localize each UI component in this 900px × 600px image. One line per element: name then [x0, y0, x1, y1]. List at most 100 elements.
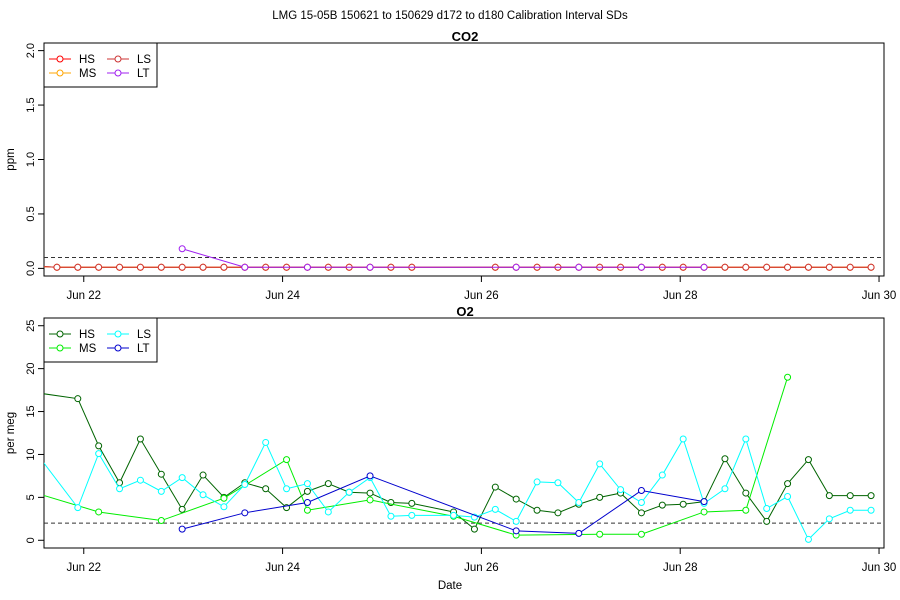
o2-point-ms	[283, 456, 291, 464]
co2-point-ls	[721, 263, 729, 271]
o2-point-ls	[575, 499, 583, 507]
co2-legend-label: MS	[79, 68, 97, 80]
o2-point-hs	[763, 517, 771, 525]
o2-point-lt	[637, 487, 645, 494]
o2-point-ls	[95, 450, 103, 458]
co2-point-lt	[178, 245, 186, 253]
co2-point-ls	[74, 263, 82, 271]
o2-point-ls	[262, 438, 270, 446]
o2-series-ls	[44, 435, 875, 543]
o2-panel: O2 per meg 0 5 10 15 20 25 Jun 22 Jun 24 Jun 26…	[5, 304, 896, 574]
o2-y-tick-label: 10	[25, 448, 37, 460]
co2-y-tick-label: 0.5	[25, 206, 37, 221]
co2-y-tick-label: 1.0	[25, 152, 37, 167]
o2-point-hs	[12, 318, 18, 324]
co2-legend-label: LT	[137, 68, 150, 80]
co2-point-lt	[303, 263, 311, 271]
o2-point-lt	[241, 509, 249, 517]
o2-point-ms	[596, 530, 604, 538]
o2-point-lt	[700, 498, 708, 506]
o2-point-ls	[804, 535, 812, 543]
co2-point-ls	[784, 263, 792, 271]
o2-point-hs	[262, 485, 270, 493]
o2-panel-title: O2	[456, 304, 473, 319]
o2-point-hs	[658, 501, 666, 509]
co2-point-lt	[366, 263, 374, 271]
o2-point-ms	[742, 506, 750, 514]
o2-legend-swatch-marker	[114, 330, 122, 338]
co2-point-ls	[846, 263, 854, 271]
o2-point-ls	[283, 485, 291, 493]
co2-y-axis: 0.0 0.5 1.0 1.5 2.0	[25, 43, 44, 276]
co2-legend: HS MS LS LT	[43, 42, 158, 88]
o2-point-hs	[157, 470, 165, 478]
o2-point-ms	[220, 494, 228, 502]
co2-y-tick-label: 1.5	[25, 97, 37, 112]
o2-point-ls	[679, 435, 687, 443]
o2-point-hs	[512, 495, 520, 503]
co2-legend-swatch-marker	[56, 55, 64, 63]
o2-x-tick-label: Jun 28	[663, 562, 698, 574]
o2-point-ls	[721, 485, 729, 493]
o2-point-lt	[366, 472, 374, 480]
o2-point-hs	[554, 509, 562, 517]
o2-ylabel: per meg	[5, 412, 17, 454]
o2-legend-box	[43, 317, 158, 363]
o2-point-hs	[679, 500, 687, 508]
co2-point-ls	[199, 263, 207, 271]
o2-point-ls	[491, 505, 499, 513]
o2-point-hs	[637, 509, 645, 517]
o2-point-ls	[658, 471, 666, 479]
co2-series-lt	[178, 245, 708, 271]
o2-point-ls	[157, 487, 165, 495]
o2-legend-item-lt: LT	[107, 343, 150, 355]
o2-point-ms	[366, 496, 374, 504]
co2-point-lt	[512, 263, 520, 271]
o2-point-hs	[470, 525, 478, 533]
o2-point-ls	[324, 508, 332, 516]
o2-point-ls	[345, 488, 353, 496]
o2-point-hs	[303, 487, 311, 495]
o2-legend-item-ls: LS	[107, 329, 151, 341]
co2-point-lt	[241, 263, 249, 271]
o2-y-axis: 0 5 10 15 20 25	[25, 320, 44, 543]
o2-point-hs	[366, 489, 374, 497]
o2-legend: HS MS LS LT	[43, 317, 158, 363]
o2-point-ls	[303, 480, 311, 488]
co2-y-tick-label: 0.0	[25, 261, 37, 276]
o2-point-ms	[637, 530, 645, 538]
co2-series-line-lt	[182, 248, 705, 268]
o2-point-hs	[721, 455, 729, 463]
o2-point-hs	[408, 499, 416, 507]
o2-point-ls	[74, 504, 82, 512]
co2-x-tick-label: Jun 26	[464, 290, 499, 302]
o2-point-ms	[157, 517, 165, 525]
o2-series-line-ls	[44, 437, 872, 541]
o2-point-hs	[491, 483, 499, 491]
o2-y-tick-label: 25	[25, 320, 37, 332]
o2-point-ls	[116, 485, 124, 493]
o2-point-hs	[199, 471, 207, 479]
co2-panel: CO2 ppm 0.00.51.01.52.0 Jun 22 Jun 24 Jun …	[5, 29, 896, 302]
co2-point-ls	[763, 263, 771, 271]
co2-point-hs	[12, 261, 18, 267]
co2-point-ls	[53, 263, 61, 271]
co2-point-ls	[12, 261, 18, 267]
o2-series-ms	[44, 373, 792, 539]
co2-point-ls	[116, 263, 124, 271]
o2-x-axis: Jun 22 Jun 24 Jun 26 Jun 28 Jun 30	[66, 548, 896, 574]
co2-point-ms	[12, 261, 18, 267]
co2-legend-item-lt: LT	[107, 68, 150, 80]
co2-x-tick-label: Jun 28	[663, 290, 698, 302]
o2-point-ls	[136, 476, 144, 484]
o2-point-ls	[512, 517, 520, 525]
o2-point-hs	[178, 505, 186, 513]
o2-point-ls	[241, 480, 249, 488]
o2-legend-item-hs: HS	[49, 329, 95, 341]
co2-legend-swatch-marker	[114, 55, 122, 63]
o2-point-hs	[324, 480, 332, 488]
o2-plot-frame	[43, 317, 885, 549]
o2-point-ls	[784, 493, 792, 501]
co2-point-ls	[825, 263, 833, 271]
o2-point-ls	[742, 435, 750, 443]
